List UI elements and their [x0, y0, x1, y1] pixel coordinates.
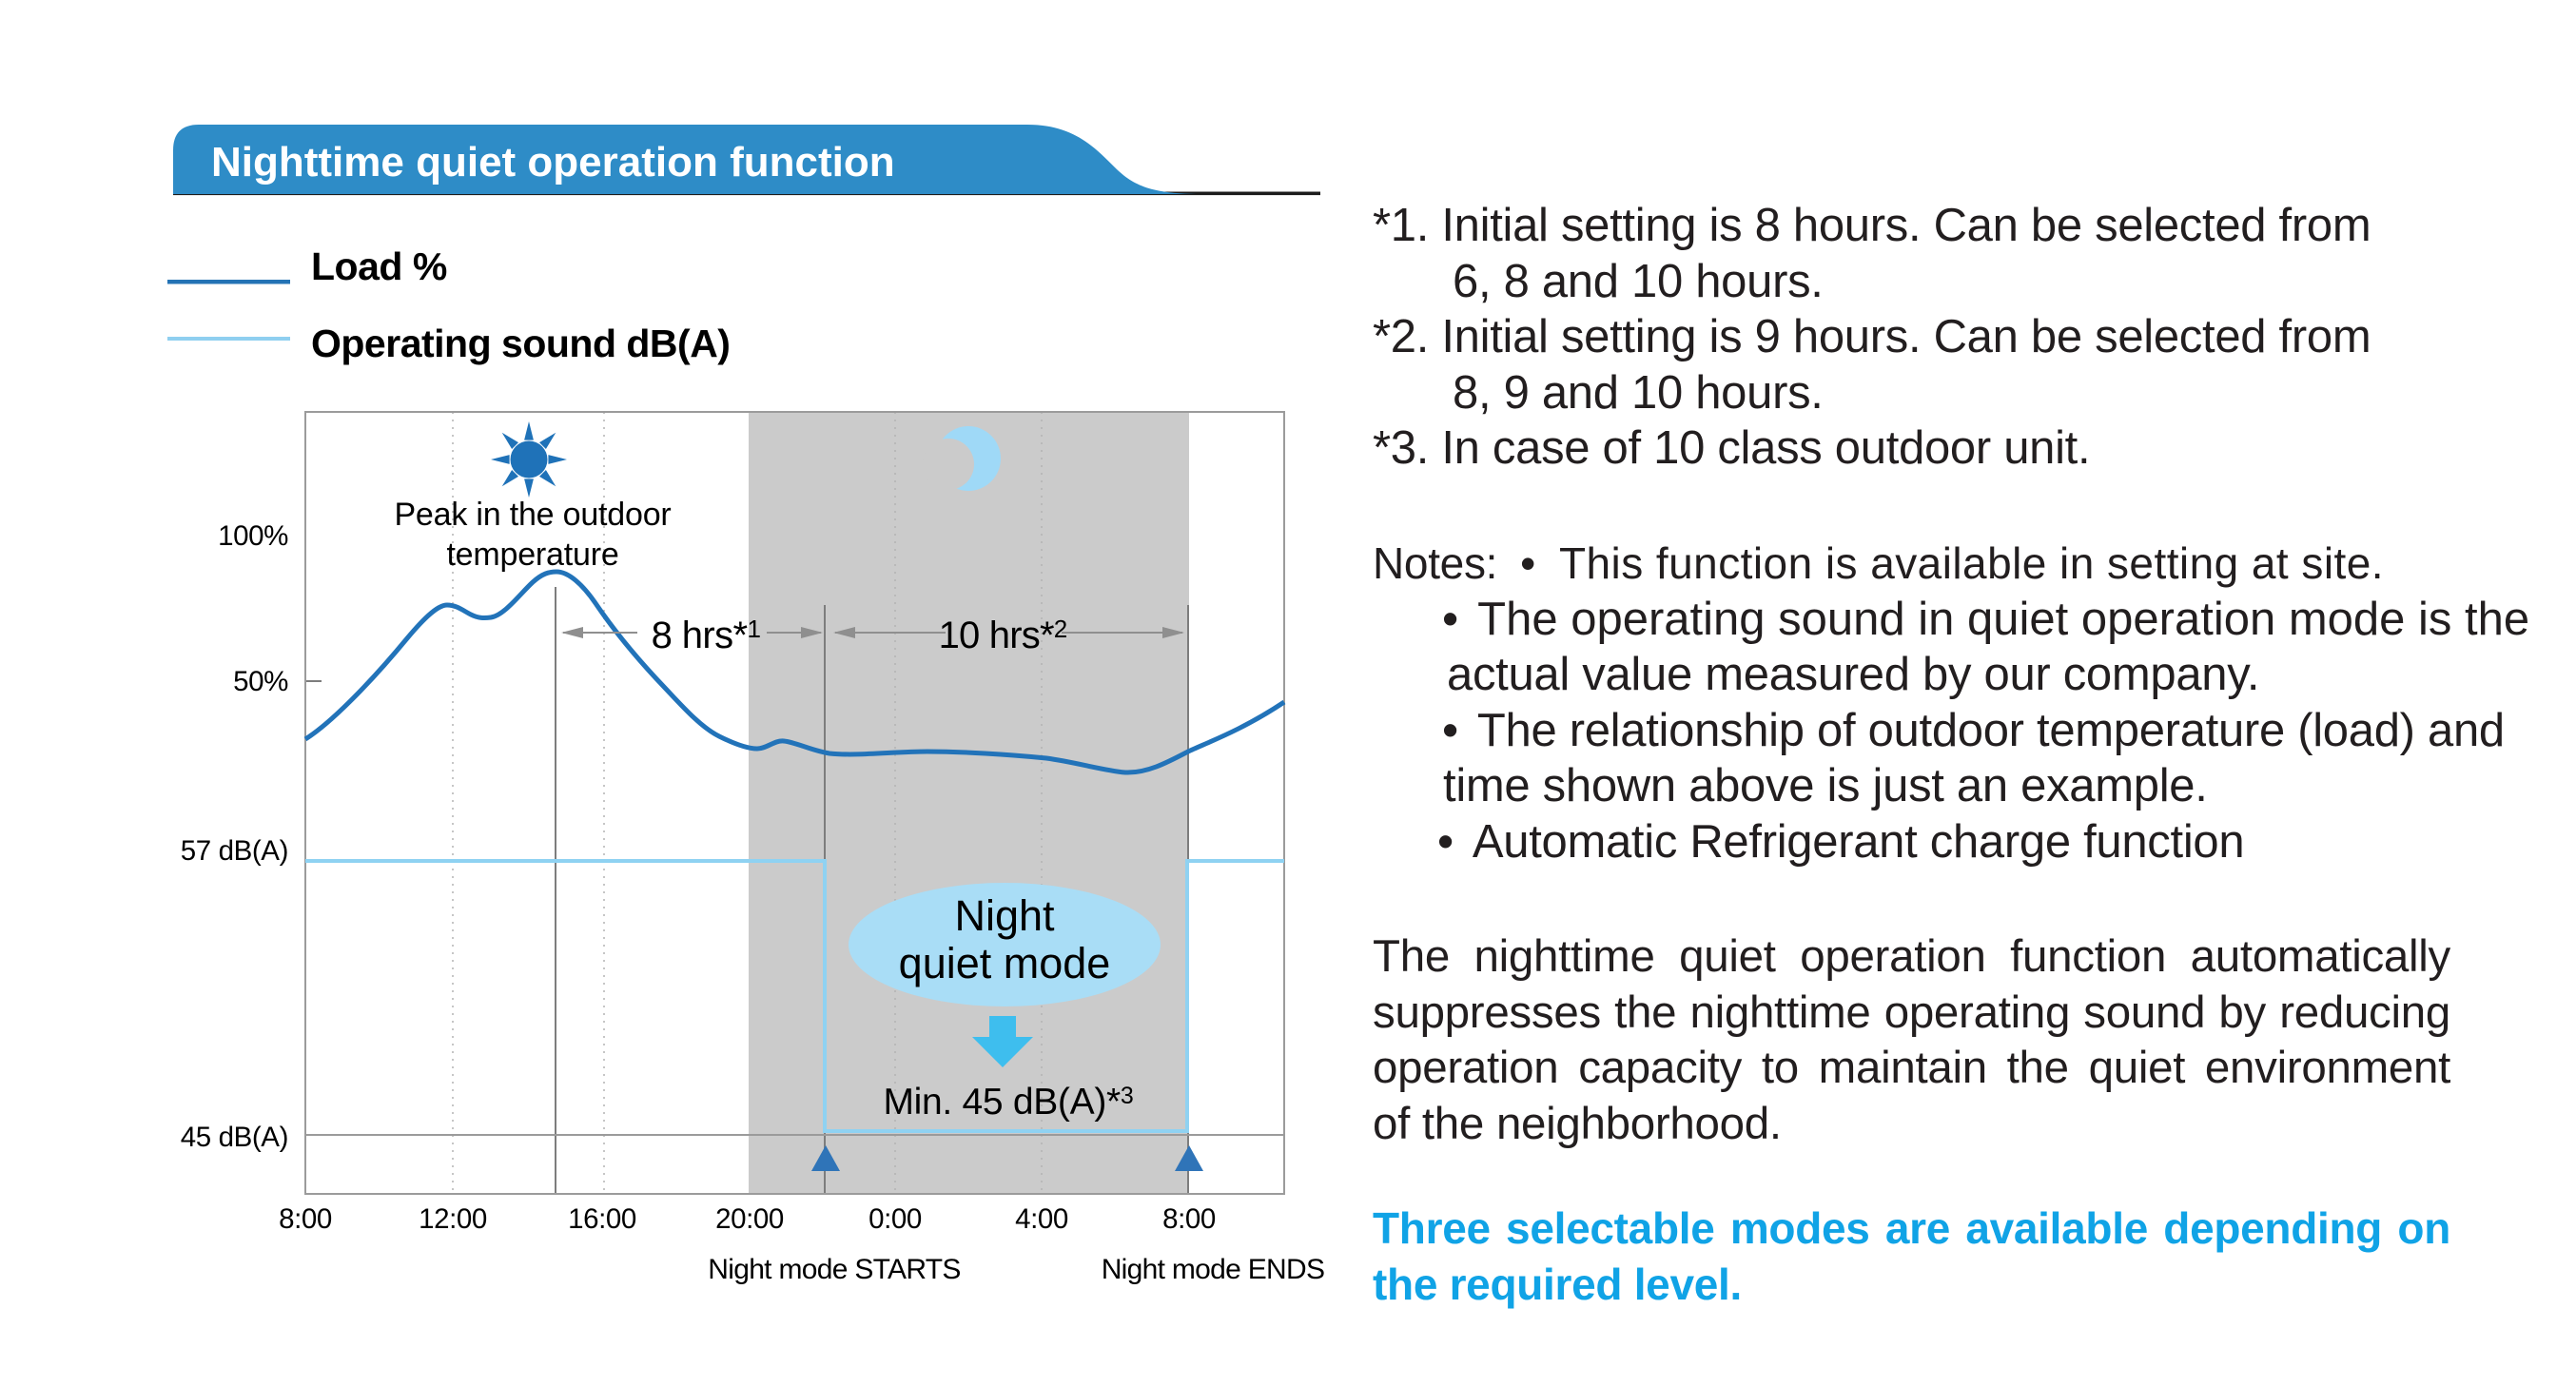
svg-text:Min. 45 dB(A)*3: Min. 45 dB(A)*3	[883, 1082, 1133, 1123]
svg-text:8 hrs*1: 8 hrs*1	[652, 615, 761, 656]
svg-text:Night: Night	[954, 891, 1055, 940]
svg-text:4:00: 4:00	[1015, 1203, 1068, 1235]
svg-text:Load %: Load %	[311, 244, 447, 288]
svg-text:57 dB(A): 57 dB(A)	[181, 835, 288, 867]
svg-text:100%: 100%	[218, 520, 288, 552]
svg-text:12:00: 12:00	[419, 1203, 487, 1235]
svg-text:8:00: 8:00	[279, 1203, 332, 1235]
svg-text:45 dB(A): 45 dB(A)	[181, 1122, 288, 1153]
svg-text:Night mode ENDS: Night mode ENDS	[1102, 1254, 1325, 1285]
svg-text:8:00: 8:00	[1162, 1203, 1216, 1235]
svg-text:0:00: 0:00	[868, 1203, 922, 1235]
svg-text:Operating sound dB(A): Operating sound dB(A)	[311, 322, 730, 365]
svg-text:20:00: 20:00	[715, 1203, 784, 1235]
svg-text:quiet mode: quiet mode	[899, 939, 1111, 987]
svg-text:16:00: 16:00	[568, 1203, 636, 1235]
svg-text:50%: 50%	[233, 666, 288, 697]
svg-text:Nighttime quiet operation func: Nighttime quiet operation function	[211, 139, 895, 186]
svg-text:Night mode STARTS: Night mode STARTS	[708, 1254, 960, 1285]
svg-text:Peak in the outdoor: Peak in the outdoor	[394, 497, 671, 533]
svg-text:temperature: temperature	[446, 537, 618, 573]
svg-text:10 hrs*2: 10 hrs*2	[939, 615, 1067, 656]
